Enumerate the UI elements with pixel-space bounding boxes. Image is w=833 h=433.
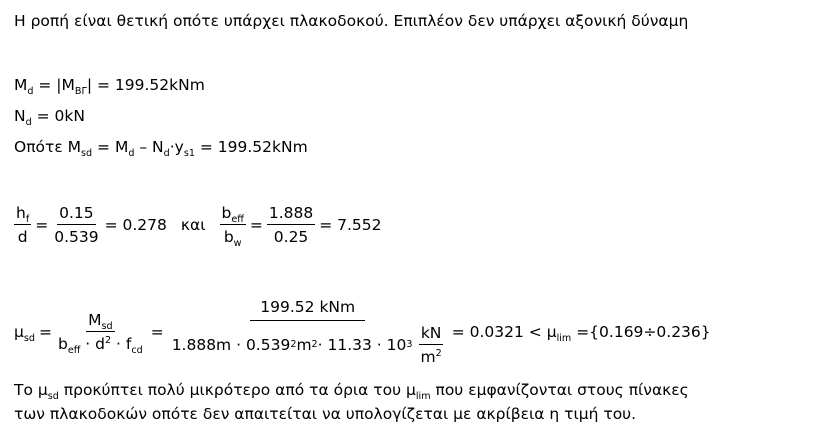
beff-over-bw-fraction: beff bw: [219, 204, 246, 250]
kn-per-m2-fraction: kN m2: [418, 324, 444, 366]
nd-equation: Nd = 0kN: [14, 107, 85, 129]
md-equation: Md = |MΒΓ| = 199.52kNm: [14, 76, 205, 98]
ratio2-result: = 7.552: [319, 216, 382, 234]
mu-result: = 0.0321 < μlim ={0.169÷0.236}: [451, 323, 711, 345]
ratio1-result: = 0.278: [104, 216, 167, 234]
mu-equation: μsd = Msd beff · d2 · fcd = 199.52 kNm 1…: [14, 298, 711, 366]
hf-over-d-fraction: hf d: [14, 204, 32, 246]
mu-numeric-fraction: 199.52 kNm 1.888m · 0.539 2 m 2 · 11.33 · 1…: [171, 298, 444, 366]
conclusion-line-2: των πλακοδοκών οπότε δεν απαιτείται να υ…: [14, 405, 637, 423]
ratio1-fraction: 0.15 0.539: [54, 204, 99, 246]
intro-text: Η ροπή είναι θετική οπότε υπάρχει πλακοδ…: [14, 12, 689, 30]
conclusion-line-1: Το μsd προκύπτει πολύ μικρότερο από τα ό…: [14, 381, 689, 403]
ratio2-fraction: 1.888 0.25: [266, 204, 316, 246]
msd-equation: Οπότε Msd = Md – Nd·ys1 = 199.52kNm: [14, 138, 308, 160]
mu-definition-fraction: Msd beff · d2 · fcd: [57, 311, 143, 357]
kai-word: και: [180, 216, 206, 234]
ratio-equations: hf d = 0.15 0.539 = 0.278 και beff bw = …: [14, 204, 382, 250]
